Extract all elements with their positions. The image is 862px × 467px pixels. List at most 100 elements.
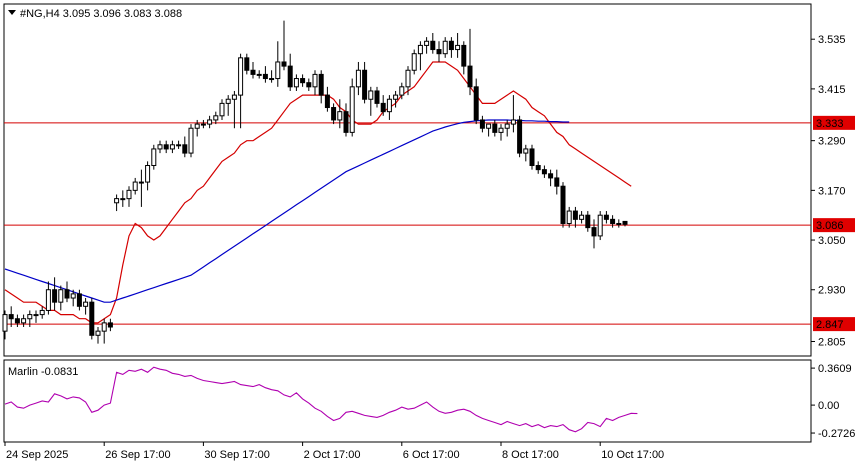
candle-body-up [510, 119, 516, 125]
candle-body-up [399, 86, 405, 96]
moving-averages [4, 61, 632, 324]
candle [163, 140, 169, 154]
time-tick-label: 10 Oct 17:00 [601, 449, 664, 461]
candle-body-up [200, 123, 206, 126]
candle [14, 314, 20, 328]
red-moving-average [4, 61, 632, 324]
candle [126, 186, 132, 207]
candle-body-up [151, 148, 157, 167]
candle [430, 32, 436, 54]
candle-body-down [76, 293, 82, 307]
time-tick-label: 26 Sep 17:00 [105, 449, 170, 461]
candle [306, 78, 312, 91]
candle-body-up [231, 94, 237, 100]
candle-body-down [560, 185, 566, 224]
candle-body-down [163, 144, 169, 150]
symbol-header[interactable]: #NG,H4 3.095 3.096 3.083 3.088 [8, 8, 182, 20]
candle-body-down [548, 173, 554, 179]
candle [76, 289, 82, 311]
price-tick-label: 3.290 [818, 136, 846, 148]
candle [597, 211, 603, 241]
candle-body-up [70, 293, 76, 299]
candle [566, 206, 572, 228]
horizontal-levels: 3.333 3.086 2.847 [4, 115, 855, 332]
candle-body-down [343, 111, 349, 133]
indicator-tick-label: 0.3609 [818, 363, 852, 375]
candle-body-up [355, 69, 361, 88]
candle-body-up [312, 73, 318, 88]
candle [145, 161, 151, 191]
candle [157, 140, 163, 154]
candle-body-down [467, 65, 473, 88]
candle-body-up [114, 198, 120, 204]
candle [256, 70, 262, 79]
candle [417, 41, 423, 71]
candle-body-up [120, 198, 126, 201]
candle [45, 281, 51, 315]
candle [393, 90, 399, 108]
candle-body-down [14, 318, 20, 324]
candle [213, 111, 219, 125]
candle [262, 66, 268, 83]
candle-body-down [244, 57, 250, 71]
candle [225, 95, 231, 116]
candle [8, 306, 14, 328]
candle [579, 211, 585, 224]
candle [504, 119, 510, 137]
level-label-0: 3.333 [816, 118, 844, 130]
candle-body-down [318, 73, 324, 96]
candle-body-up [616, 222, 622, 225]
candle-body-up [393, 94, 399, 100]
candle [337, 99, 343, 129]
candle-body-down [535, 165, 541, 171]
candle-body-up [2, 314, 8, 332]
price-tick-label: 3.170 [818, 185, 846, 197]
symbol-title: #NG,H4 3.095 3.096 3.083 3.088 [20, 8, 182, 20]
candle-body-up [213, 115, 219, 121]
candle [517, 115, 523, 158]
candle [362, 61, 368, 104]
candle [275, 41, 281, 87]
candle-body-up [597, 214, 603, 237]
candle [411, 49, 417, 75]
candle-body-up [238, 57, 244, 96]
candle [21, 314, 27, 328]
candle [510, 95, 516, 133]
candle-body-down [324, 94, 330, 109]
price-tick-label: 3.415 [818, 84, 846, 96]
candle-body-up [126, 189, 132, 200]
candle [386, 95, 392, 120]
candle-body-up [256, 73, 262, 76]
time-axis: 24 Sep 2025 26 Sep 17:00 30 Sep 17:00 2 Oct… [4, 442, 664, 461]
candle-body-up [442, 40, 448, 55]
candle-body-up [39, 309, 45, 316]
candle-body-down [610, 218, 616, 224]
blue-moving-average [4, 119, 570, 303]
marlin-indicator: 0.3609 0.00 -0.2726 [4, 363, 855, 440]
candle [107, 318, 113, 332]
candle [424, 37, 430, 54]
candle-body-up [95, 330, 101, 336]
candle [70, 289, 76, 307]
price-tick-label: 2.805 [818, 337, 846, 349]
candle [473, 78, 479, 125]
indicator-tick-label: -0.2726 [818, 428, 855, 440]
candle [492, 119, 498, 137]
candle [529, 144, 535, 170]
candle [572, 206, 578, 228]
dropdown-triangle-icon[interactable] [8, 10, 16, 15]
candle [269, 70, 275, 83]
candle [622, 220, 628, 227]
candle-body-up [417, 44, 423, 55]
candle-body-down [262, 73, 268, 80]
candle-body-down [541, 169, 547, 175]
candle-body-down [331, 107, 337, 121]
candle [231, 90, 237, 129]
candle-body-up [83, 301, 89, 307]
candle [541, 165, 547, 178]
candle [461, 41, 467, 75]
candle [442, 37, 448, 58]
candle [33, 310, 39, 323]
price-axis: 3.535 3.415 3.290 3.170 3.050 2.930 2.805 [811, 34, 846, 349]
candle [219, 99, 225, 120]
